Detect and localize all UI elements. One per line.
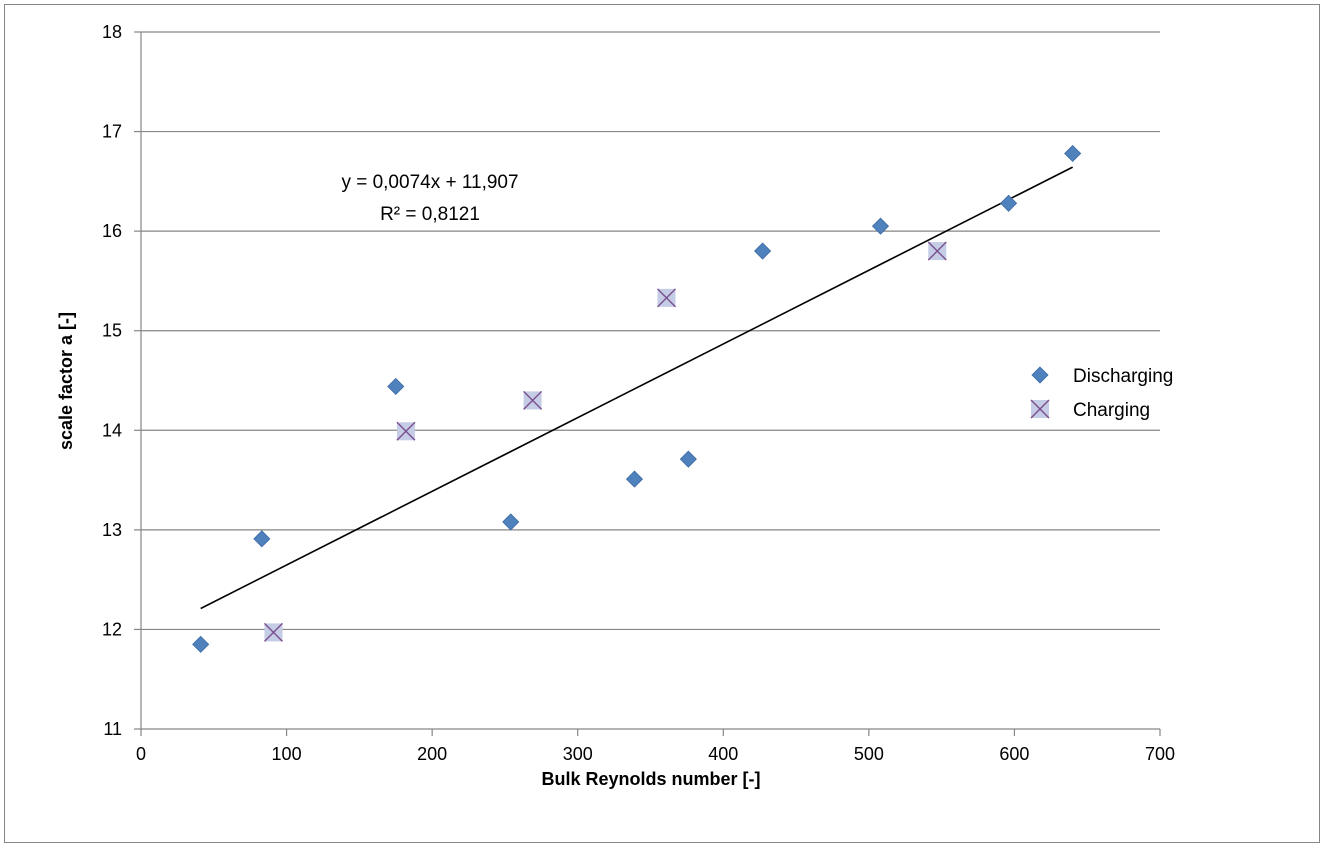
trendline — [200, 166, 1074, 610]
y-tick-label-12: 12 — [102, 619, 122, 639]
legend-item-discharging: Discharging — [1031, 366, 1173, 387]
data-point-discharging-10 — [1064, 144, 1082, 163]
y-axis-title: scale factor a [-] — [56, 312, 76, 450]
y-tick-label-17: 17 — [102, 122, 122, 142]
x-tick-label-200: 200 — [417, 744, 447, 764]
x-tick-label-700: 700 — [1145, 744, 1175, 764]
y-tick-label-15: 15 — [102, 321, 122, 341]
legend: Discharging Charging — [1030, 366, 1173, 421]
legend-marker-charging — [1030, 399, 1050, 419]
y-tick-label-14: 14 — [102, 420, 122, 440]
x-tick-label-600: 600 — [999, 744, 1029, 764]
trendline-equation: y = 0,0074x + 11,907 — [341, 172, 518, 193]
y-tick-label-18: 18 — [102, 22, 122, 42]
y-tick-label-11: 11 — [103, 719, 122, 739]
chart-area — [4, 4, 1320, 843]
tick-labels: 11 12 13 14 15 16 17 18 0 100 200 300 400 500 600 700 — [102, 22, 1175, 764]
axes — [134, 31, 1161, 736]
x-tick-label-400: 400 — [708, 744, 738, 764]
x-tick-label-0: 0 — [136, 744, 146, 764]
x-tick-label-100: 100 — [272, 744, 302, 764]
data-point-discharging-5 — [625, 470, 644, 488]
legend-label-charging: Charging — [1073, 400, 1150, 421]
data-point-charging-4 — [657, 288, 677, 308]
trendline-r2: R² = 0,8121 — [380, 204, 480, 225]
gridlines — [141, 31, 1160, 631]
x-tick-label-300: 300 — [563, 744, 593, 764]
legend-label-discharging: Discharging — [1073, 366, 1173, 387]
data-point-discharging-6 — [679, 450, 697, 468]
data-point-discharging-1 — [192, 635, 210, 653]
x-axis-title: Bulk Reynolds number [-] — [541, 769, 760, 789]
data-point-discharging-2 — [253, 530, 271, 548]
y-tick-label-13: 13 — [102, 520, 122, 540]
x-tick-label-500: 500 — [854, 744, 884, 764]
trendline-group — [200, 166, 1074, 610]
data-point-discharging-9 — [1000, 194, 1018, 212]
legend-marker-discharging — [1031, 366, 1049, 384]
data-point-discharging-8 — [871, 217, 890, 235]
data-point-discharging-7 — [754, 242, 772, 260]
y-tick-label-16: 16 — [102, 221, 122, 241]
data-point-charging-2 — [396, 421, 416, 441]
data-point-charging-3 — [523, 390, 543, 410]
data-point-discharging-4 — [502, 513, 520, 531]
data-point-charging-1 — [263, 622, 283, 642]
data-point-charging-5 — [927, 241, 947, 261]
legend-item-charging: Charging — [1030, 399, 1150, 421]
data-points — [192, 144, 1082, 653]
data-point-discharging-3 — [387, 377, 405, 396]
